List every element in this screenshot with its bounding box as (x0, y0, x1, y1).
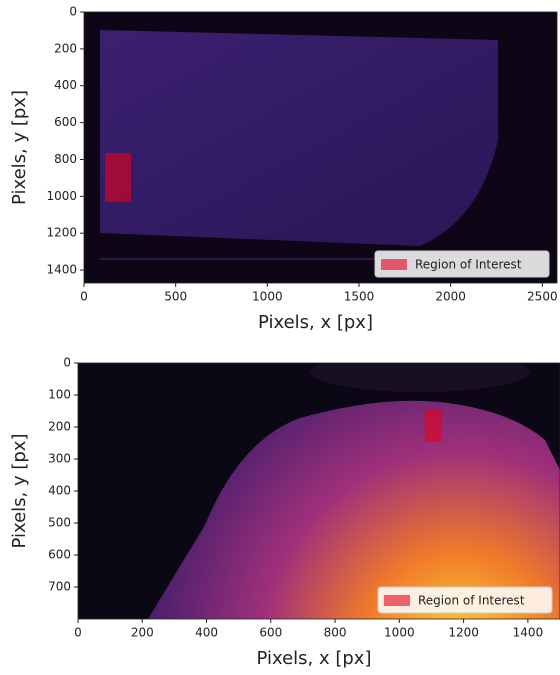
x-tick-label: 2500 (527, 290, 558, 304)
y-tick-label: 800 (54, 152, 77, 166)
y-axis-label: Pixels, y [px] (9, 434, 30, 549)
y-tick-label: 200 (48, 420, 71, 434)
x-tick-label: 0 (80, 290, 88, 304)
y-tick-label: 1000 (46, 189, 77, 203)
y-tick-label: 0 (63, 356, 71, 370)
y-tick-label: 600 (54, 115, 77, 129)
roi (105, 153, 131, 202)
y-tick-label: 200 (54, 41, 77, 55)
figure: Region of Interest0500100015002000250002… (0, 0, 560, 675)
y-tick-label: 500 (48, 516, 71, 530)
x-tick-label: 600 (259, 626, 282, 640)
x-tick-label: 200 (131, 626, 154, 640)
x-tick-label: 500 (164, 290, 187, 304)
legend-label: Region of Interest (415, 258, 522, 272)
x-tick-label: 0 (74, 626, 82, 640)
y-tick-label: 600 (48, 548, 71, 562)
y-tick-label: 1200 (46, 226, 77, 240)
x-axis-label: Pixels, x [px] (257, 648, 372, 669)
roi (425, 409, 442, 442)
legend-swatch (381, 259, 407, 270)
x-tick-label: 1500 (344, 290, 375, 304)
y-tick-label: 400 (48, 484, 71, 498)
legend-label: Region of Interest (418, 594, 525, 608)
x-tick-label: 1000 (384, 626, 415, 640)
image-top (84, 12, 557, 283)
y-tick-label: 300 (48, 452, 71, 466)
y-tick-label: 0 (69, 5, 77, 19)
y-tick-label: 100 (48, 388, 71, 402)
x-tick-label: 1000 (252, 290, 283, 304)
x-tick-label: 1200 (448, 626, 479, 640)
x-tick-label: 400 (195, 626, 218, 640)
x-axis-label: Pixels, x [px] (258, 312, 373, 333)
x-tick-label: 800 (324, 626, 347, 640)
y-tick-label: 400 (54, 78, 77, 92)
x-tick-label: 2000 (435, 290, 466, 304)
x-tick-label: 1400 (513, 626, 544, 640)
y-axis-label: Pixels, y [px] (9, 90, 30, 205)
y-tick-label: 1400 (46, 263, 77, 277)
y-tick-label: 700 (48, 580, 71, 594)
image-bottom (78, 352, 560, 619)
legend-swatch (384, 595, 410, 606)
